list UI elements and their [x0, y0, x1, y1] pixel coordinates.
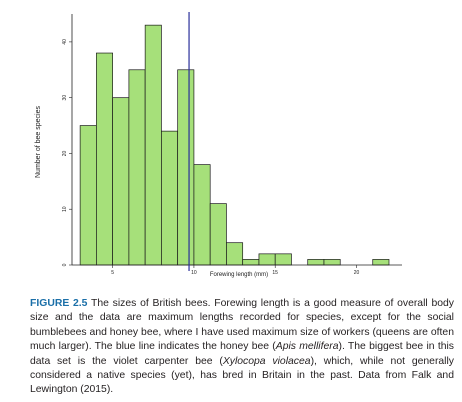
- histogram-bar: [307, 259, 325, 266]
- axes-layer: [71, 14, 402, 266]
- histogram-bar: [193, 164, 211, 266]
- histogram-bar: [242, 259, 260, 266]
- y-tick-label: 30: [62, 95, 68, 101]
- histogram-bar: [144, 24, 162, 266]
- y-axis-label: Number of bee species: [35, 106, 42, 178]
- histogram-chart: 0 10 20 30 40 5 10 15 20 Number of bee species F…: [35, 12, 402, 278]
- caption-species-1: Apis mellifera: [275, 341, 339, 353]
- x-tick-label: 5: [111, 270, 114, 276]
- histogram-bar: [372, 259, 390, 266]
- y-tick-label: 10: [62, 206, 68, 212]
- histogram-bar: [274, 253, 292, 266]
- caption-species-2: Xylocopa violacea: [222, 355, 311, 367]
- histogram-bar: [161, 130, 179, 266]
- histogram-bar: [226, 242, 244, 266]
- bars-layer: [79, 24, 390, 266]
- x-axis-label: Forewing length (mm): [210, 272, 268, 278]
- histogram-bar: [177, 69, 195, 266]
- histogram-bar: [323, 259, 341, 266]
- figure-caption: FIGURE 2.5 The sizes of British bees. Fo…: [30, 297, 454, 398]
- y-tick-label: 40: [62, 39, 68, 45]
- x-tick-label: 20: [354, 270, 360, 276]
- caption-text-1: The sizes of British bees. Forewing leng…: [30, 298, 454, 353]
- x-tick-label: 10: [191, 270, 197, 276]
- histogram-bar: [79, 125, 97, 266]
- histogram-bar: [128, 69, 146, 266]
- histogram-bar: [258, 253, 276, 266]
- histogram-bar: [209, 203, 227, 266]
- histogram-bar: [112, 97, 130, 266]
- caption-text-3: ), which, while not generally considered…: [30, 355, 454, 396]
- ticks-layer: 0 10 20 30 40 5 10 15 20: [62, 39, 359, 276]
- y-tick-label: 0: [62, 263, 68, 266]
- histogram-bar: [96, 52, 113, 266]
- figure-label: FIGURE 2.5: [30, 298, 88, 309]
- caption-text-2: ). The biggest bee in this data set is t…: [30, 341, 454, 367]
- x-tick-label: 15: [272, 270, 278, 276]
- y-tick-label: 20: [62, 150, 68, 156]
